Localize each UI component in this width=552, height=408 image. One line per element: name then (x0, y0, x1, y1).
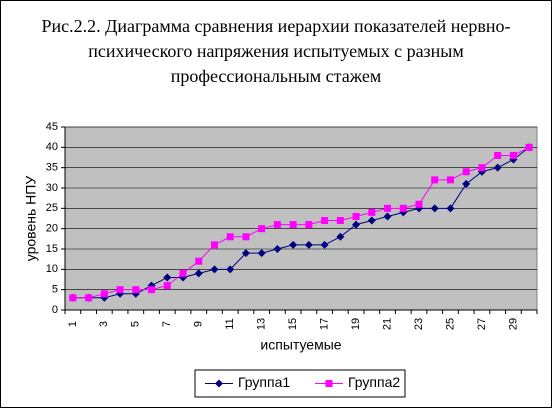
marker (215, 379, 223, 388)
x-tick-label: 11 (224, 318, 236, 329)
x-tick-label: 1 (67, 321, 79, 327)
marker (100, 290, 108, 298)
x-tick-label: 23 (413, 318, 425, 330)
legend-label: Группа1 (238, 374, 290, 390)
x-tick-label: 7 (161, 321, 173, 327)
y-tick-label: 15 (46, 243, 58, 255)
marker (494, 151, 502, 159)
marker (304, 240, 313, 249)
marker (478, 164, 486, 172)
x-tick-label: 5 (130, 321, 142, 327)
x-tick-label: 13 (256, 318, 268, 330)
x-tick-label: 27 (476, 318, 488, 330)
marker (446, 176, 454, 184)
marker (305, 221, 313, 229)
y-tick-label: 20 (46, 223, 58, 235)
y-tick-label: 0 (52, 304, 58, 316)
marker (210, 241, 218, 249)
x-tick-label: 21 (381, 318, 393, 330)
x-axis-label: испытуемые (260, 337, 341, 353)
marker (462, 179, 471, 188)
plot-area (64, 126, 538, 311)
marker (194, 269, 203, 278)
x-tick-label: 9 (193, 321, 205, 327)
marker (325, 380, 333, 387)
marker (226, 233, 234, 241)
marker (430, 204, 439, 213)
marker (163, 282, 171, 290)
marker (289, 240, 298, 249)
y-tick-label: 25 (46, 202, 58, 214)
marker (179, 269, 187, 277)
marker (462, 168, 470, 176)
x-tick-label: 19 (350, 318, 362, 330)
marker (69, 294, 77, 302)
marker (273, 245, 282, 253)
marker (116, 286, 124, 294)
marker (336, 217, 344, 225)
y-tick-label: 40 (46, 141, 58, 153)
marker (368, 208, 376, 216)
y-tick-label: 5 (52, 284, 58, 296)
marker (320, 240, 329, 249)
marker (257, 249, 266, 258)
y-tick-label: 10 (46, 263, 58, 275)
marker (85, 294, 93, 302)
marker (132, 286, 140, 294)
marker (525, 143, 533, 151)
marker (241, 249, 250, 258)
marker (226, 265, 235, 274)
marker (273, 221, 281, 229)
marker (367, 216, 376, 225)
marker (384, 204, 392, 212)
y-tick-label: 35 (46, 162, 58, 174)
x-tick-label: 17 (319, 318, 331, 330)
y-tick-label: 45 (46, 121, 58, 133)
legend-label: Группа2 (348, 374, 400, 390)
marker (493, 163, 502, 172)
marker (352, 220, 361, 229)
marker (431, 176, 439, 184)
marker (399, 204, 407, 212)
marker (509, 151, 517, 159)
x-tick-label: 15 (287, 318, 299, 330)
y-axis-label: уровень НПУ (23, 176, 39, 262)
marker (336, 232, 345, 241)
marker (415, 200, 423, 208)
marker (321, 217, 329, 225)
marker (289, 221, 297, 229)
marker (242, 233, 250, 241)
marker (446, 204, 455, 213)
x-tick-label: 29 (507, 318, 519, 330)
marker (148, 286, 156, 294)
x-tick-label: 3 (98, 321, 110, 327)
marker (383, 212, 392, 221)
y-tick-label: 30 (46, 182, 58, 194)
marker (195, 257, 203, 265)
marker (210, 265, 219, 274)
marker (258, 225, 266, 233)
marker (163, 273, 172, 282)
x-tick-label: 25 (444, 318, 456, 330)
marker (352, 212, 360, 220)
chart-title: Рис.2.2. Диаграмма сравнения иерархии по… (41, 16, 511, 86)
